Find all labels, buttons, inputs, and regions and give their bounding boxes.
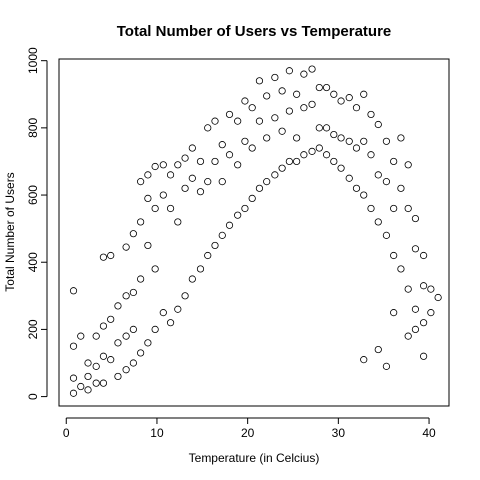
y-axis-label: Total Number of Users	[3, 172, 17, 291]
y-tick-label: 1000	[26, 47, 40, 74]
y-tick-label: 600	[26, 185, 40, 205]
x-axis-label: Temperature (in Celcius)	[189, 451, 320, 465]
x-tick-label: 0	[63, 426, 70, 440]
x-tick-label: 40	[422, 426, 436, 440]
x-tick-label: 10	[150, 426, 164, 440]
y-tick-label: 0	[26, 393, 40, 400]
y-tick-label: 400	[26, 252, 40, 272]
x-tick-label: 30	[332, 426, 346, 440]
y-tick-label: 800	[26, 118, 40, 138]
y-tick-label: 200	[26, 319, 40, 339]
chart-title: Total Number of Users vs Temperature	[117, 23, 392, 40]
x-tick-label: 20	[241, 426, 255, 440]
